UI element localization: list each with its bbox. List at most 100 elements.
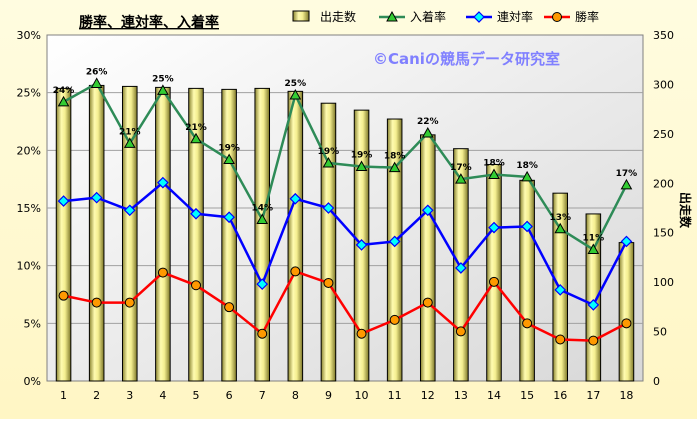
point-marker — [355, 239, 368, 251]
x-axis-tick-label: 17 — [586, 389, 600, 402]
right-axis-tick-label: 100 — [653, 276, 674, 289]
data-label: 21% — [185, 123, 207, 133]
legend-label: 連対率 — [497, 9, 533, 24]
point-marker — [521, 220, 533, 233]
point-marker — [455, 326, 466, 337]
chart-title: 勝率、連対率、入着率 — [79, 14, 219, 31]
x-axis-tick-label: 8 — [292, 389, 299, 402]
bar — [121, 85, 138, 382]
x-axis-tick-label: 1 — [60, 389, 67, 402]
point-marker — [386, 10, 398, 22]
point-marker — [421, 127, 434, 138]
point-marker — [554, 284, 567, 296]
point-marker — [422, 297, 433, 308]
data-label: 24% — [53, 86, 75, 96]
point-marker — [488, 221, 500, 234]
x-axis-tick-label: 12 — [421, 389, 435, 402]
point-marker — [388, 235, 401, 248]
bar — [88, 84, 105, 382]
point-marker — [620, 178, 633, 190]
right-axis-tick-label: 0 — [653, 375, 660, 388]
right-axis-ticks: 0 50 100 150 200 250 300 350 — [653, 29, 674, 388]
right-axis-tick-label: 50 — [653, 326, 667, 339]
x-axis-tick-label: 15 — [520, 389, 534, 402]
point-marker — [421, 204, 434, 217]
legend: 出走数 入着率 連対率 勝率 — [292, 9, 599, 24]
series-line — [62, 82, 628, 251]
point-marker — [223, 211, 235, 224]
watermark-text: ©Caniの競馬データ研究室 — [373, 50, 560, 68]
bar — [55, 87, 72, 382]
data-label: 19% — [318, 147, 340, 157]
point-marker — [191, 280, 201, 291]
point-marker — [455, 173, 467, 184]
point-marker — [554, 222, 567, 234]
point-marker — [489, 276, 499, 287]
point-marker — [588, 335, 599, 346]
left-axis-tick-label: 5% — [24, 317, 41, 330]
legend-label: 入着率 — [410, 9, 446, 24]
x-axis-tick-label: 18 — [619, 389, 633, 402]
point-marker — [57, 95, 70, 107]
right-axis-title: 出走数 — [678, 192, 693, 229]
data-label: 25% — [285, 79, 307, 89]
point-marker — [123, 137, 136, 148]
point-marker — [290, 266, 301, 277]
data-label: 22% — [417, 117, 439, 127]
point-marker — [552, 12, 562, 22]
point-marker — [256, 213, 269, 225]
point-marker — [58, 290, 69, 301]
point-marker — [356, 328, 367, 339]
point-marker — [355, 160, 368, 171]
point-marker — [473, 11, 485, 23]
point-marker — [256, 278, 269, 290]
bar — [386, 118, 403, 382]
left-axis-tick-label: 30% — [17, 29, 41, 42]
bar — [221, 88, 237, 382]
x-axis-tick-label: 3 — [126, 389, 133, 402]
point-marker — [322, 156, 335, 168]
left-axis-tick-label: 25% — [17, 87, 41, 100]
point-marker — [257, 328, 268, 339]
point-marker — [522, 318, 533, 329]
point-marker — [587, 299, 600, 311]
point-marker — [157, 176, 169, 189]
point-marker — [289, 192, 302, 205]
point-marker — [57, 195, 70, 207]
data-label: 18% — [384, 152, 406, 162]
bar — [320, 102, 337, 382]
right-axis-tick-label: 300 — [653, 78, 674, 91]
data-label: 18% — [483, 159, 505, 169]
series-line — [63, 181, 628, 307]
data-label: 19% — [351, 150, 373, 160]
point-marker — [90, 191, 103, 204]
point-marker — [455, 262, 467, 274]
left-axis-tick-label: 0% — [24, 375, 41, 388]
point-marker — [124, 297, 135, 308]
point-marker — [123, 204, 136, 217]
point-marker — [224, 302, 235, 313]
x-axis-tick-label: 6 — [226, 389, 233, 402]
x-axis-tick-label: 10 — [355, 389, 369, 402]
point-marker — [90, 77, 103, 88]
x-axis-tick-label: 13 — [454, 389, 468, 402]
line-series — [57, 77, 633, 346]
x-axis-tick-label: 14 — [487, 389, 501, 402]
x-axis-tick-label: 7 — [259, 389, 266, 402]
x-axis-tick-label: 11 — [388, 389, 402, 402]
legend-label: 勝率 — [575, 9, 599, 24]
point-marker — [488, 168, 500, 180]
x-axis-tick-label: 5 — [193, 389, 200, 402]
bar — [188, 87, 204, 382]
legend-label: 出走数 — [320, 9, 356, 24]
point-marker — [620, 235, 633, 248]
point-marker — [389, 314, 400, 325]
x-axis-tick-label: 16 — [553, 389, 567, 402]
bar — [519, 179, 535, 382]
right-axis-tick-label: 250 — [653, 128, 674, 141]
data-label: 19% — [218, 144, 240, 154]
data-labels: 24% 26% 21% 25% 21% 19% 14% 25% 19% 19% 18% 22% 17% 1… — [53, 67, 637, 243]
point-marker — [91, 297, 102, 308]
bar — [254, 87, 271, 382]
